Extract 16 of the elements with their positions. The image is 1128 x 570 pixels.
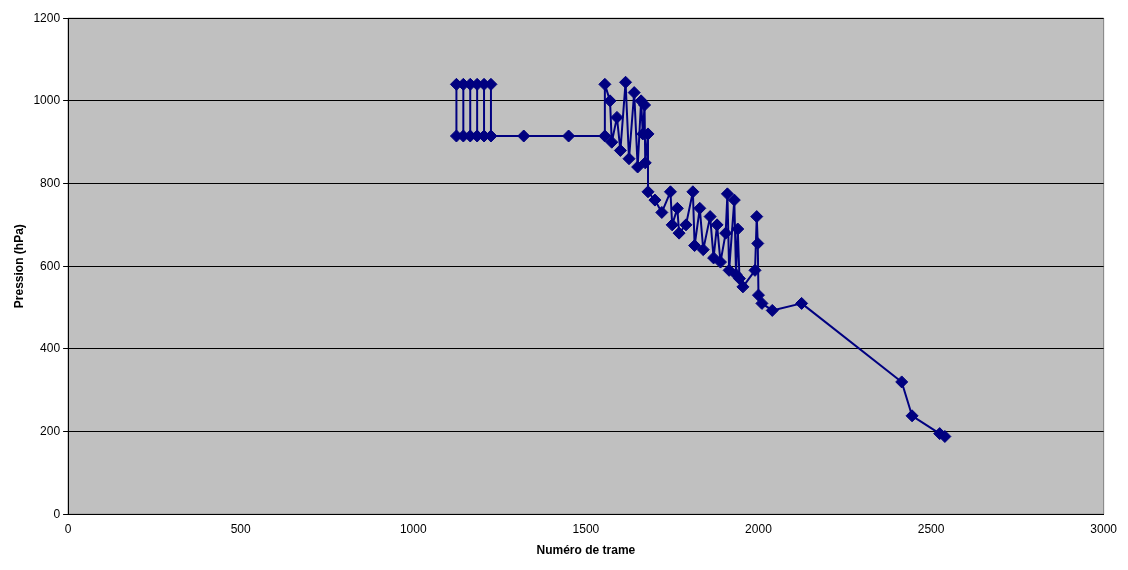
x-axis-title: Numéro de trame: [536, 543, 636, 558]
x-tick-label: 3000: [1090, 521, 1118, 536]
x-tick-label: 0: [64, 521, 72, 536]
y-tick-label: 200: [40, 423, 61, 438]
x-tick-label: 2500: [917, 521, 945, 536]
y-axis-title: Pression (hPa): [11, 224, 26, 309]
x-tick-label: 1000: [399, 521, 427, 536]
y-tick-label: 1200: [33, 10, 61, 25]
x-tick-label: 2000: [745, 521, 773, 536]
y-tick-label: 400: [40, 341, 61, 356]
y-tick-label: 0: [53, 506, 61, 521]
y-tick-label: 600: [40, 258, 61, 273]
y-tick-label: 800: [40, 175, 61, 190]
y-tick-label: 1000: [33, 93, 61, 108]
x-tick-label: 1500: [572, 521, 600, 536]
x-tick-label: 500: [230, 521, 252, 536]
